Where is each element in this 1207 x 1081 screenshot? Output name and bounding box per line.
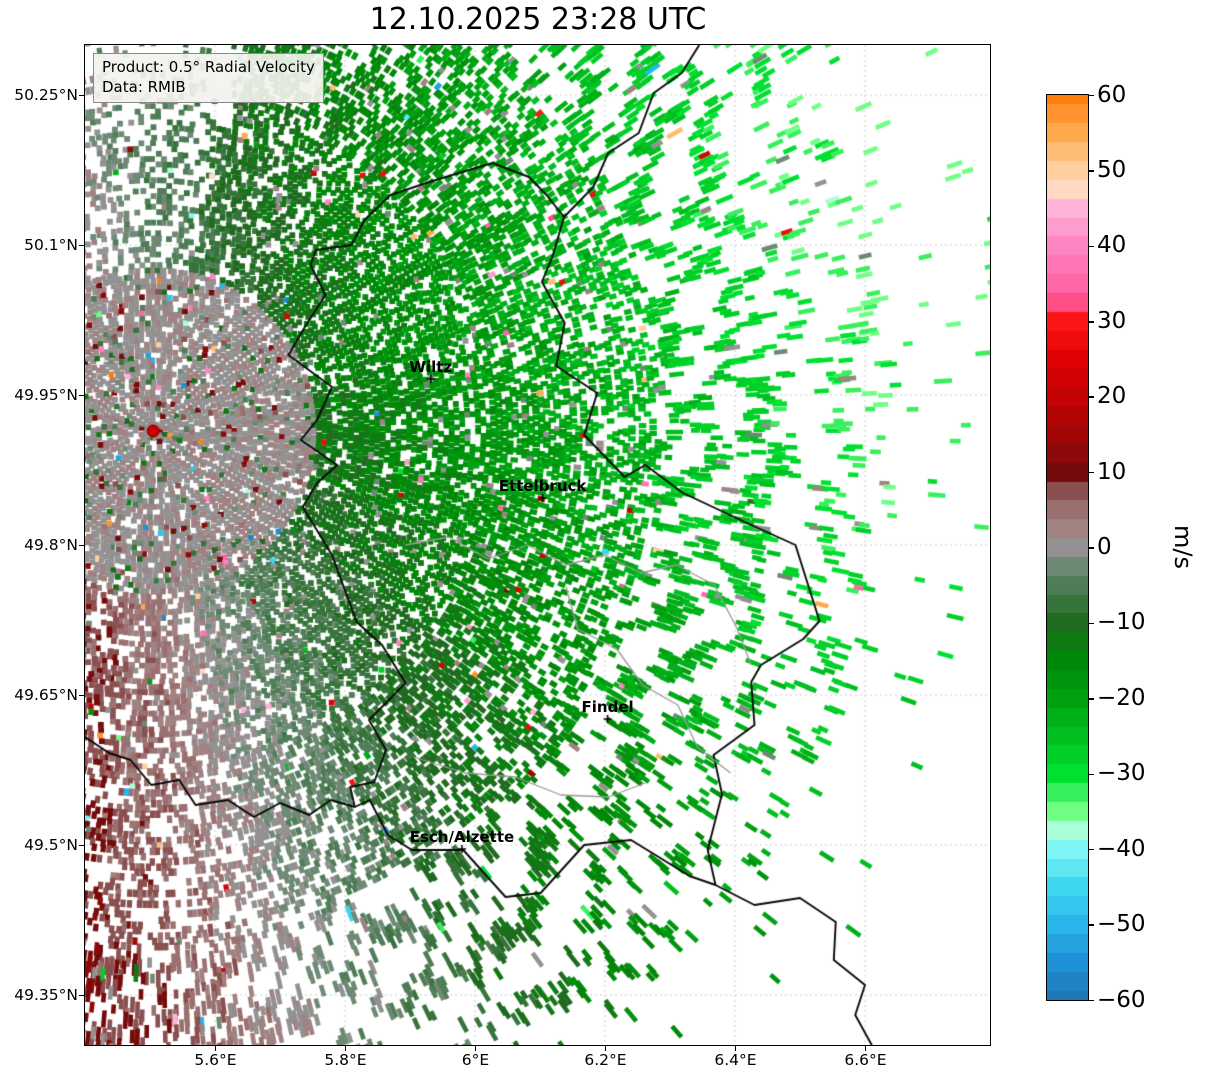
x-tick-mark [864,1045,867,1051]
y-tick-label: 49.95°N [14,385,78,404]
colorbar-tick-label: −50 [1097,911,1146,938]
colorbar-tick-mark [1088,94,1094,97]
colorbar-tick-mark [1088,698,1094,700]
colorbar-tick-mark [1088,170,1094,172]
colorbar-tick-label: 60 [1097,81,1127,108]
colorbar-tick-mark [1088,924,1094,926]
y-tick-label: 50.25°N [14,85,78,104]
x-tick-label: 6°E [461,1051,490,1069]
colorbar-tick-label: −10 [1097,609,1146,636]
colorbar-tick-mark [1088,471,1094,474]
colorbar-tick-label: −60 [1097,986,1146,1013]
colorbar-tick-label: 50 [1097,156,1127,183]
colorbar-tick-label: 40 [1097,232,1127,259]
colorbar-tick-label: 0 [1097,534,1112,560]
colorbar-tick-label: 10 [1097,458,1127,485]
colorbar-canvas [1047,95,1088,1000]
y-tick-label: 49.5°N [24,835,78,854]
x-tick-label: 5.8°E [324,1051,367,1069]
x-tick-label: 6.2°E [584,1051,627,1069]
colorbar-tick-label: −20 [1097,684,1146,711]
colorbar-tick-label: −40 [1097,835,1146,862]
x-tick-mark [214,1045,217,1051]
map-plot: Product: 0.5° Radial Velocity Data: RMIB… [84,44,991,1046]
radar-velocity-canvas [85,45,990,1045]
colorbar-unit-label: m/s [1169,525,1197,569]
colorbar-tick-mark [1088,622,1094,625]
y-tick-label: 50.1°N [24,235,78,254]
colorbar-tick-label: −30 [1097,760,1146,787]
colorbar-tick-label: 30 [1097,307,1127,334]
colorbar-tick-label: 20 [1097,383,1127,410]
colorbar-tick-mark [1088,245,1094,248]
product-legend: Product: 0.5° Radial Velocity Data: RMIB [93,53,324,103]
colorbar-tick-mark [1088,396,1094,398]
x-tick-label: 5.6°E [194,1051,237,1069]
figure-title: 12.10.2025 23:28 UTC [369,2,707,37]
colorbar-tick-mark [1088,999,1094,1002]
x-tick-mark [734,1045,737,1051]
y-tick-label: 49.35°N [14,985,78,1004]
colorbar-tick-mark [1088,321,1094,323]
legend-product-line: Product: 0.5° Radial Velocity [102,58,315,76]
x-tick-label: 6.4°E [714,1051,757,1069]
y-tick-label: 49.65°N [14,685,78,704]
y-tick-label: 49.8°N [24,535,78,554]
colorbar-tick-mark [1088,547,1094,549]
x-tick-mark [344,1045,347,1051]
x-tick-label: 6.6°E [844,1051,887,1069]
x-tick-mark [474,1045,477,1051]
legend-data-line: Data: RMIB [102,78,186,97]
colorbar [1046,94,1089,1001]
colorbar-tick-mark [1088,773,1094,775]
colorbar-tick-mark [1088,848,1094,851]
x-tick-mark [604,1045,607,1051]
